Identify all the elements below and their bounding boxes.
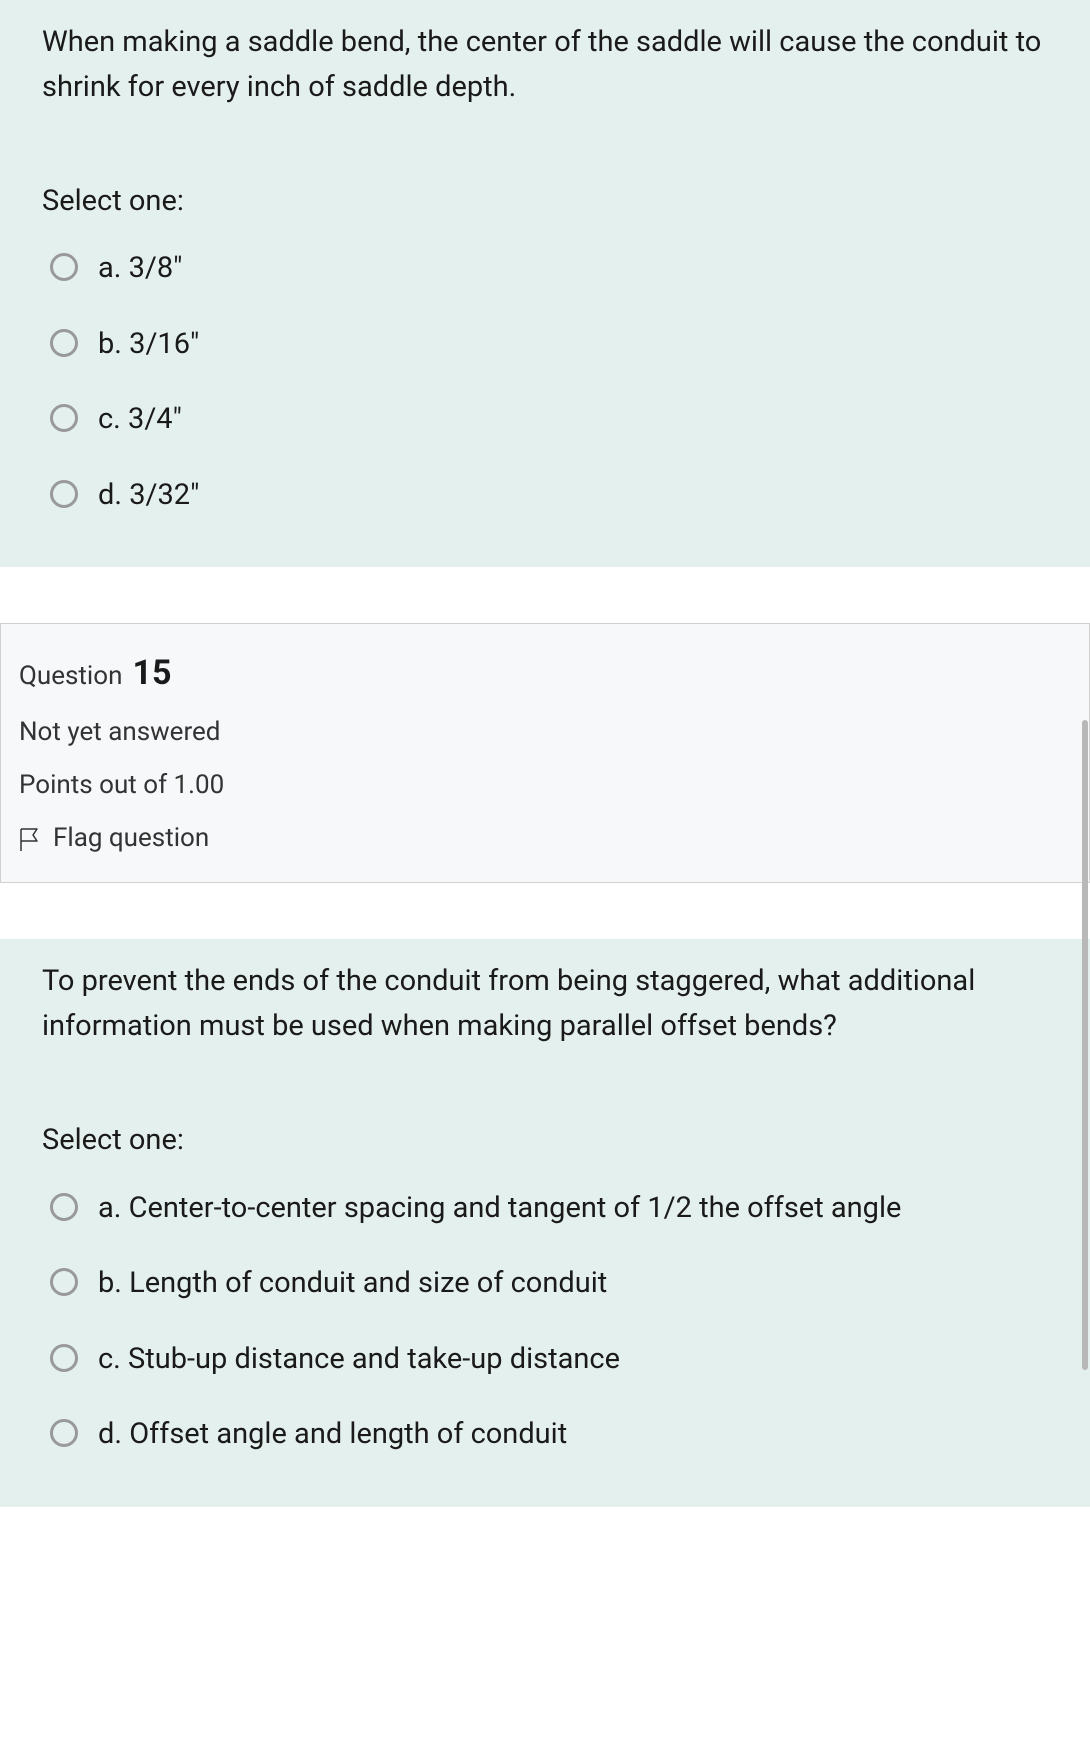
radio-b[interactable] bbox=[50, 329, 78, 357]
question-1-options: a. 3/8" b. 3/16" c. 3/4" d. 3/32" bbox=[42, 247, 1048, 517]
flag-icon bbox=[19, 827, 41, 853]
option-2d[interactable]: d. Offset angle and length of conduit bbox=[42, 1413, 1048, 1457]
question-status: Not yet answered bbox=[19, 713, 1071, 752]
option-2b-label: b. Length of conduit and size of conduit bbox=[98, 1262, 607, 1306]
question-number: 15 bbox=[132, 648, 171, 699]
option-2a-label: a. Center-to-center spacing and tangent … bbox=[98, 1187, 901, 1231]
option-c[interactable]: c. 3/4" bbox=[42, 398, 1048, 442]
option-b-label: b. 3/16" bbox=[98, 323, 199, 367]
radio-c[interactable] bbox=[50, 404, 78, 432]
question-label: Question bbox=[19, 657, 122, 696]
flag-text: Flag question bbox=[53, 819, 209, 858]
select-one-label: Select one: bbox=[42, 180, 1048, 224]
option-a[interactable]: a. 3/8" bbox=[42, 247, 1048, 291]
question-number-line: Question 15 bbox=[19, 648, 1071, 699]
option-2b[interactable]: b. Length of conduit and size of conduit bbox=[42, 1262, 1048, 1306]
radio-2d[interactable] bbox=[50, 1419, 78, 1447]
option-2d-label: d. Offset angle and length of conduit bbox=[98, 1413, 567, 1457]
radio-2a[interactable] bbox=[50, 1193, 78, 1221]
question-2-body: To prevent the ends of the conduit from … bbox=[0, 939, 1090, 1506]
option-2c[interactable]: c. Stub-up distance and take-up distance bbox=[42, 1338, 1048, 1382]
question-points: Points out of 1.00 bbox=[19, 766, 1071, 805]
gap bbox=[0, 567, 1090, 623]
radio-2c[interactable] bbox=[50, 1344, 78, 1372]
question-2-options: a. Center-to-center spacing and tangent … bbox=[42, 1187, 1048, 1457]
option-a-label: a. 3/8" bbox=[98, 247, 182, 291]
scrollbar[interactable] bbox=[1082, 720, 1088, 1370]
question-1-body: When making a saddle bend, the center of… bbox=[0, 0, 1090, 567]
option-c-label: c. 3/4" bbox=[98, 398, 182, 442]
option-2c-label: c. Stub-up distance and take-up distance bbox=[98, 1338, 620, 1382]
question-2-text: To prevent the ends of the conduit from … bbox=[42, 959, 1048, 1049]
radio-2b[interactable] bbox=[50, 1268, 78, 1296]
option-b[interactable]: b. 3/16" bbox=[42, 323, 1048, 367]
select-one-label-2: Select one: bbox=[42, 1119, 1048, 1163]
option-d-label: d. 3/32" bbox=[98, 474, 199, 518]
question-15-header: Question 15 Not yet answered Points out … bbox=[0, 623, 1090, 883]
option-2a[interactable]: a. Center-to-center spacing and tangent … bbox=[42, 1187, 1048, 1231]
gap-2 bbox=[0, 883, 1090, 939]
question-1-text: When making a saddle bend, the center of… bbox=[42, 20, 1048, 110]
radio-d[interactable] bbox=[50, 480, 78, 508]
flag-question-button[interactable]: Flag question bbox=[19, 819, 1071, 858]
radio-a[interactable] bbox=[50, 253, 78, 281]
option-d[interactable]: d. 3/32" bbox=[42, 474, 1048, 518]
